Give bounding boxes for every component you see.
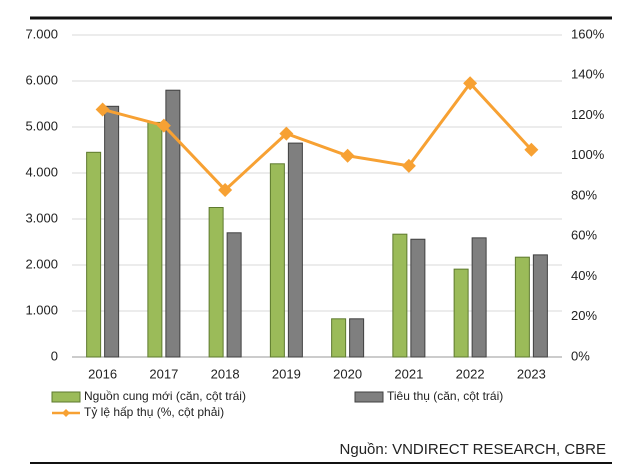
y-tick-label: 1.000 bbox=[25, 302, 58, 317]
line-marker bbox=[95, 102, 110, 117]
x-tick-label: 2021 bbox=[394, 366, 423, 381]
line-marker bbox=[401, 158, 416, 173]
line-marker bbox=[340, 148, 355, 163]
bar bbox=[532, 254, 548, 358]
bar bbox=[331, 318, 347, 358]
bar bbox=[147, 121, 163, 358]
legend-swatch bbox=[51, 391, 81, 403]
bar bbox=[349, 318, 365, 358]
y-tick-label: 3.000 bbox=[25, 210, 58, 225]
bar bbox=[287, 142, 303, 358]
y-tick-label: 0 bbox=[51, 348, 58, 363]
legend-label: Nguồn cung mới (căn, cột trái) bbox=[84, 389, 246, 403]
y2-tick-label: 40% bbox=[571, 268, 597, 283]
y2-tick-label: 20% bbox=[571, 308, 597, 323]
line-marker bbox=[524, 142, 539, 157]
bar bbox=[392, 233, 408, 358]
x-tick-label: 2016 bbox=[88, 366, 117, 381]
x-tick-label: 2019 bbox=[272, 366, 301, 381]
legend-label: Tiêu thụ (căn, cột trái) bbox=[387, 389, 503, 403]
line-marker bbox=[279, 126, 294, 141]
bar bbox=[410, 238, 426, 358]
line bbox=[102, 80, 533, 193]
y2-tick-label: 100% bbox=[571, 147, 605, 162]
bar bbox=[165, 89, 181, 358]
y-tick-label: 5.000 bbox=[25, 118, 58, 133]
bar bbox=[226, 232, 242, 358]
y-tick-label: 6.000 bbox=[25, 72, 58, 87]
x-tick-label: 2022 bbox=[456, 366, 485, 381]
x-tick-label: 2017 bbox=[149, 366, 178, 381]
bar bbox=[208, 207, 224, 358]
x-tick-label: 2018 bbox=[211, 366, 240, 381]
bar bbox=[86, 151, 102, 358]
bar bbox=[453, 268, 469, 358]
legend-label: Tỷ lệ hấp thụ (%, cột phải) bbox=[84, 405, 224, 419]
line-marker bbox=[463, 76, 478, 91]
legend-marker bbox=[62, 409, 70, 417]
line-marker bbox=[218, 182, 233, 197]
bar bbox=[514, 256, 530, 358]
x-tick-label: 2023 bbox=[517, 366, 546, 381]
x-tick-label: 2020 bbox=[333, 366, 362, 381]
y-tick-label: 4.000 bbox=[25, 164, 58, 179]
y-tick-label: 2.000 bbox=[25, 256, 58, 271]
y2-tick-label: 60% bbox=[571, 228, 597, 243]
bar bbox=[104, 105, 120, 358]
line-marker bbox=[156, 118, 171, 133]
y2-tick-label: 140% bbox=[571, 67, 605, 82]
legend-swatch bbox=[354, 391, 384, 403]
y-tick-label: 7.000 bbox=[25, 26, 58, 41]
y2-tick-label: 80% bbox=[571, 187, 597, 202]
y2-tick-label: 160% bbox=[571, 26, 605, 41]
source-note: Nguồn: VNDIRECT RESEARCH, CBRE bbox=[340, 441, 606, 458]
y2-tick-label: 0% bbox=[571, 348, 590, 363]
y2-tick-label: 120% bbox=[571, 107, 605, 122]
bar bbox=[471, 237, 487, 358]
bar bbox=[269, 163, 285, 358]
